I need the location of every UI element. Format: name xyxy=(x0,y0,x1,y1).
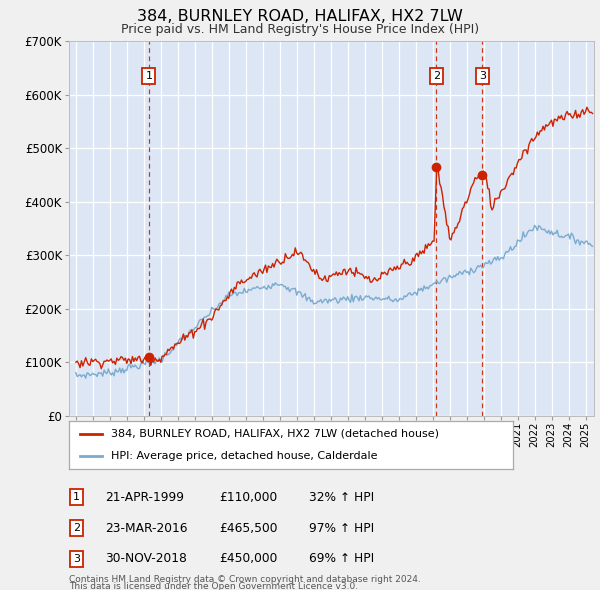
Text: 1: 1 xyxy=(73,493,80,502)
Text: £450,000: £450,000 xyxy=(219,552,277,565)
Text: HPI: Average price, detached house, Calderdale: HPI: Average price, detached house, Cald… xyxy=(111,451,377,461)
Text: Price paid vs. HM Land Registry's House Price Index (HPI): Price paid vs. HM Land Registry's House … xyxy=(121,23,479,36)
Text: 21-APR-1999: 21-APR-1999 xyxy=(105,491,184,504)
Text: £465,500: £465,500 xyxy=(219,522,277,535)
Text: 2: 2 xyxy=(433,71,440,81)
Text: 30-NOV-2018: 30-NOV-2018 xyxy=(105,552,187,565)
Text: 32% ↑ HPI: 32% ↑ HPI xyxy=(309,491,374,504)
Text: 1: 1 xyxy=(145,71,152,81)
Text: 97% ↑ HPI: 97% ↑ HPI xyxy=(309,522,374,535)
Text: 3: 3 xyxy=(479,71,486,81)
Text: 384, BURNLEY ROAD, HALIFAX, HX2 7LW: 384, BURNLEY ROAD, HALIFAX, HX2 7LW xyxy=(137,9,463,24)
Text: 3: 3 xyxy=(73,554,80,563)
Text: 69% ↑ HPI: 69% ↑ HPI xyxy=(309,552,374,565)
Text: 23-MAR-2016: 23-MAR-2016 xyxy=(105,522,187,535)
Text: 384, BURNLEY ROAD, HALIFAX, HX2 7LW (detached house): 384, BURNLEY ROAD, HALIFAX, HX2 7LW (det… xyxy=(111,429,439,439)
Text: 2: 2 xyxy=(73,523,80,533)
Text: Contains HM Land Registry data © Crown copyright and database right 2024.: Contains HM Land Registry data © Crown c… xyxy=(69,575,421,584)
Text: This data is licensed under the Open Government Licence v3.0.: This data is licensed under the Open Gov… xyxy=(69,582,358,590)
Text: £110,000: £110,000 xyxy=(219,491,277,504)
